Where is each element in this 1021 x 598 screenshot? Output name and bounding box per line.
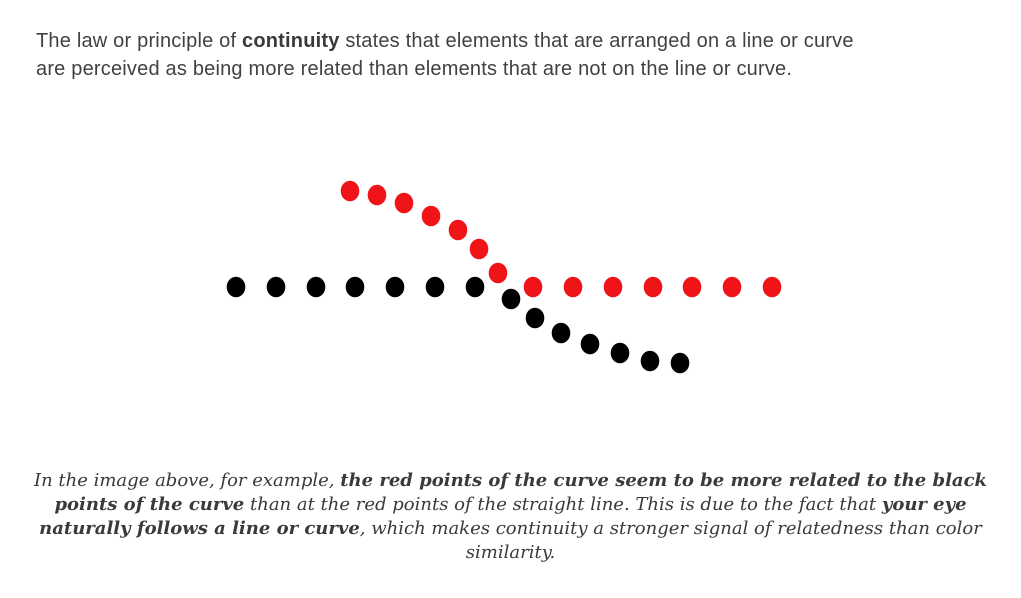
straight-line-red-dot [682,276,702,298]
straight-line-black-dot [465,276,485,298]
text-segment: In the image above, for example, [33,470,341,491]
text-line: points of the curve than at the red poin… [0,493,1021,517]
straight-line-black-dot [266,276,286,298]
curve-black-dot [501,288,521,310]
bold-text-segment: your eye [881,494,967,515]
straight-line-black-dot [345,276,365,298]
text-line: are perceived as being more related than… [36,55,996,83]
text-line: The law or principle of continuity state… [36,27,996,55]
text-segment: than at the red points of the straight l… [244,494,882,515]
straight-line-black-dot [425,276,445,298]
curve-red-dot [469,238,489,260]
text-line: In the image above, for example, the red… [0,469,1021,493]
straight-line-red-dot [762,276,782,298]
straight-line-red-dots [523,276,782,298]
straight-line-black-dots [226,276,485,298]
straight-line-red-dot [603,276,623,298]
text-segment: , which makes continuity a stronger sign… [359,518,982,539]
curve-black-dot [551,322,571,344]
curve-red-dot [367,184,387,206]
bold-text-segment: points of the curve [54,494,245,515]
text-segment: The law or principle of [36,30,243,52]
text-line: similarity. [0,541,1021,565]
straight-line-black-dot [226,276,246,298]
curve-red-dot [421,205,441,227]
curve-black-dot [610,342,630,364]
curve-black-dots [501,288,690,374]
straight-line-red-dot [563,276,583,298]
bold-text-segment: naturally follows a line or curve [39,518,360,539]
text-line: naturally follows a line or curve, which… [0,517,1021,541]
straight-line-red-dot [722,276,742,298]
caption-paragraph: In the image above, for example, the red… [0,469,1021,565]
straight-line-black-dot [306,276,326,298]
curve-red-dot [340,180,360,202]
curve-black-dot [670,352,690,374]
text-segment: similarity. [465,542,556,563]
curve-black-dot [580,333,600,355]
bold-text-segment: the red points of the curve seem to be m… [340,470,987,491]
straight-line-black-dot [385,276,405,298]
curve-red-dot [448,219,468,241]
bold-text-segment: continuity [242,30,340,52]
curve-red-dots [340,180,508,284]
text-segment: are perceived as being more related than… [36,58,793,80]
curve-black-dot [525,307,545,329]
straight-line-red-dot [643,276,663,298]
curve-red-dot [488,262,508,284]
curve-red-dot [394,192,414,214]
curve-black-dot [640,350,660,372]
text-segment: states that elements that are arranged o… [339,30,854,52]
straight-line-red-dot [523,276,543,298]
intro-paragraph: The law or principle of continuity state… [36,27,996,83]
